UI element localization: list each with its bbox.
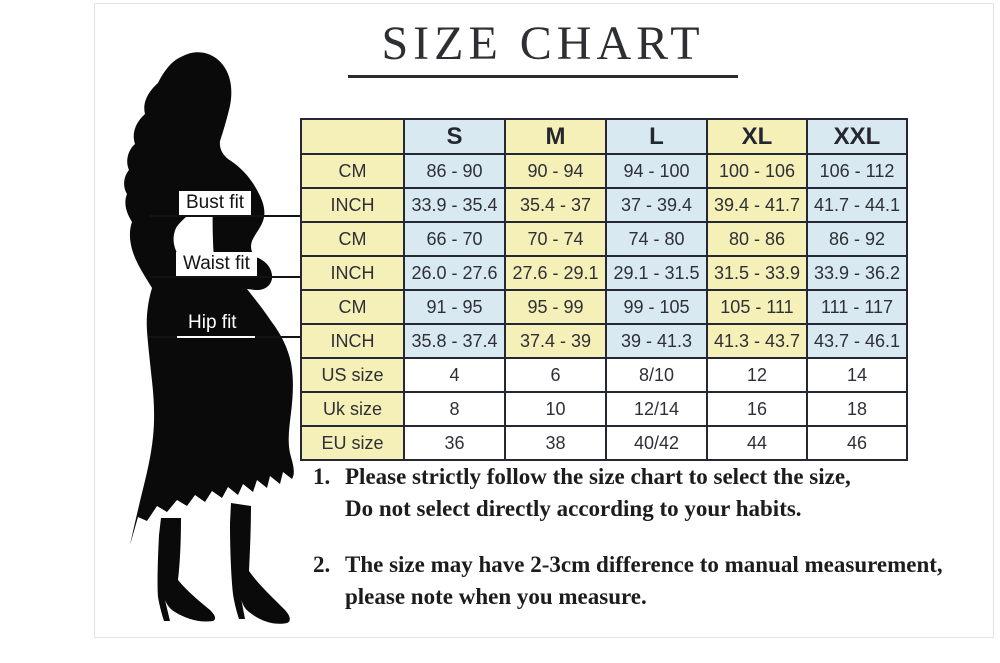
- size-cell: 36: [403, 425, 506, 461]
- size-cell: 12/14: [605, 391, 708, 427]
- size-cell: 86 - 90: [403, 153, 506, 189]
- size-cell: 8: [403, 391, 506, 427]
- size-cell: 86 - 92: [806, 221, 908, 257]
- row-label: INCH: [300, 255, 405, 291]
- right-leg-shoe-shape: [230, 503, 290, 624]
- row-label: CM: [300, 153, 405, 189]
- us-size-row: US size 4 6 8/10 12 14: [300, 357, 908, 393]
- size-cell: 27.6 - 29.1: [504, 255, 607, 291]
- note-line: The size may have 2-3cm difference to ma…: [345, 552, 943, 577]
- page-border: [94, 3, 994, 638]
- size-cell: 12: [706, 357, 808, 393]
- size-cell: 106 - 112: [806, 153, 908, 189]
- title-underline: [348, 75, 738, 78]
- note-line: Please strictly follow the size chart to…: [345, 464, 851, 489]
- size-cell: 29.1 - 31.5: [605, 255, 708, 291]
- size-cell: 100 - 106: [706, 153, 808, 189]
- size-table-header-row: S M L XL XXL: [300, 118, 908, 155]
- size-cell: 31.5 - 33.9: [706, 255, 808, 291]
- bust-cm-row: CM 86 - 90 90 - 94 94 - 100 100 - 106 10…: [300, 153, 908, 189]
- size-table: S M L XL XXL CM 86 - 90 90 - 94 94 - 100…: [300, 118, 908, 461]
- size-cell: 41.3 - 43.7: [706, 323, 808, 359]
- col-header-l: L: [605, 118, 708, 155]
- note-text: Please strictly follow the size chart to…: [345, 461, 851, 525]
- hip-fit-label: Hip fit: [188, 312, 237, 333]
- size-cell: 35.8 - 37.4: [403, 323, 506, 359]
- col-header-m: M: [504, 118, 607, 155]
- waist-inch-row: INCH 26.0 - 27.6 27.6 - 29.1 29.1 - 31.5…: [300, 255, 908, 291]
- size-cell: 44: [706, 425, 808, 461]
- bust-pointer-line: [150, 215, 300, 217]
- size-cell: 18: [806, 391, 908, 427]
- size-cell: 8/10: [605, 357, 708, 393]
- size-cell: 37 - 39.4: [605, 187, 708, 223]
- body-dress-shape: [124, 52, 294, 546]
- size-cell: 90 - 94: [504, 153, 607, 189]
- eu-size-row: EU size 36 38 40/42 44 46: [300, 425, 908, 461]
- size-cell: 38: [504, 425, 607, 461]
- size-cell: 91 - 95: [403, 289, 506, 325]
- size-cell: 74 - 80: [605, 221, 708, 257]
- size-cell: 4: [403, 357, 506, 393]
- size-cell: 43.7 - 46.1: [806, 323, 908, 359]
- size-cell: 35.4 - 37: [504, 187, 607, 223]
- note-1: 1. Please strictly follow the size chart…: [313, 461, 851, 525]
- note-number: 2.: [313, 552, 331, 577]
- size-cell: 10: [504, 391, 607, 427]
- waist-pointer-line: [150, 276, 300, 278]
- size-cell: 14: [806, 357, 908, 393]
- size-cell: 46: [806, 425, 908, 461]
- note-number: 1.: [313, 464, 331, 489]
- size-cell: 33.9 - 35.4: [403, 187, 506, 223]
- size-cell: 39 - 41.3: [605, 323, 708, 359]
- size-cell: 39.4 - 41.7: [706, 187, 808, 223]
- col-header-xl: XL: [706, 118, 808, 155]
- hip-cm-row: CM 91 - 95 95 - 99 99 - 105 105 - 111 11…: [300, 289, 908, 325]
- size-cell: 95 - 99: [504, 289, 607, 325]
- row-label: INCH: [300, 187, 405, 223]
- size-cell: 26.0 - 27.6: [403, 255, 506, 291]
- hip-pointer-line-white: [177, 336, 255, 338]
- hip-inch-row: INCH 35.8 - 37.4 37.4 - 39 39 - 41.3 41.…: [300, 323, 908, 359]
- corner-cell: [300, 118, 405, 155]
- note-text: The size may have 2-3cm difference to ma…: [345, 549, 943, 613]
- row-label: INCH: [300, 323, 405, 359]
- size-cell: 94 - 100: [605, 153, 708, 189]
- size-cell: 40/42: [605, 425, 708, 461]
- row-label: CM: [300, 289, 405, 325]
- size-cell: 105 - 111: [706, 289, 808, 325]
- size-cell: 41.7 - 44.1: [806, 187, 908, 223]
- size-cell: 16: [706, 391, 808, 427]
- waist-fit-label: Waist fit: [176, 252, 257, 276]
- row-label: CM: [300, 221, 405, 257]
- size-cell: 66 - 70: [403, 221, 506, 257]
- size-cell: 6: [504, 357, 607, 393]
- waist-cm-row: CM 66 - 70 70 - 74 74 - 80 80 - 86 86 - …: [300, 221, 908, 257]
- uk-size-row: Uk size 8 10 12/14 16 18: [300, 391, 908, 427]
- size-cell: 99 - 105: [605, 289, 708, 325]
- bust-inch-row: INCH 33.9 - 35.4 35.4 - 37 37 - 39.4 39.…: [300, 187, 908, 223]
- note-line: please note when you measure.: [345, 584, 647, 609]
- row-label: Uk size: [300, 391, 405, 427]
- size-cell: 37.4 - 39: [504, 323, 607, 359]
- left-leg-shoe-shape: [157, 518, 216, 622]
- row-label: US size: [300, 357, 405, 393]
- note-line: Do not select directly according to your…: [345, 496, 802, 521]
- col-header-xxl: XXL: [806, 118, 908, 155]
- row-label: EU size: [300, 425, 405, 461]
- size-cell: 33.9 - 36.2: [806, 255, 908, 291]
- size-cell: 70 - 74: [504, 221, 607, 257]
- note-2: 2. The size may have 2-3cm difference to…: [313, 549, 943, 613]
- size-cell: 111 - 117: [806, 289, 908, 325]
- page-title: SIZE CHART: [381, 17, 705, 70]
- size-cell: 80 - 86: [706, 221, 808, 257]
- bust-fit-label: Bust fit: [179, 191, 252, 215]
- col-header-s: S: [403, 118, 506, 155]
